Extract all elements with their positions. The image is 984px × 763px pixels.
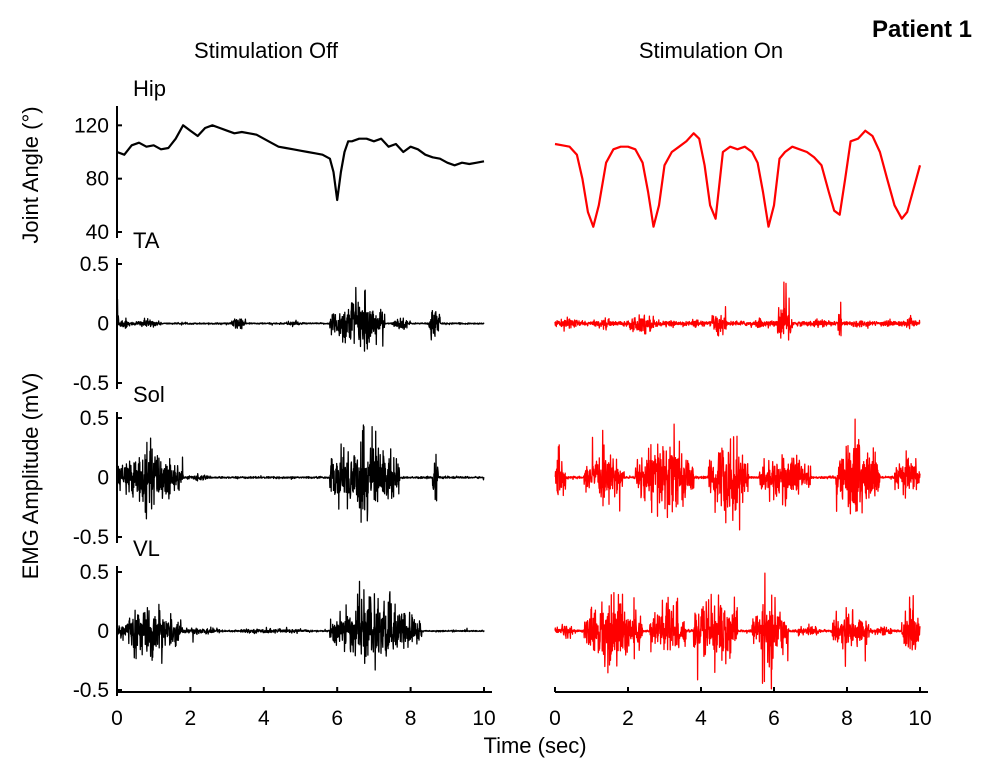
y-tick-label-hip-off: 120 <box>74 114 109 137</box>
trace-ta-on <box>554 281 921 341</box>
x-tick-label-on: 4 <box>695 707 707 730</box>
y-label-joint-angle: Joint Angle (°) <box>18 106 43 243</box>
trace-ta-off <box>116 286 485 352</box>
x-tick-label-on: 2 <box>622 707 634 730</box>
y-tick-label-sol-off: 0 <box>97 467 109 490</box>
row-label-vl: VL <box>133 536 160 561</box>
x-tick-label-on: 0 <box>549 707 561 730</box>
y-tick-label-vl-off: 0.5 <box>80 561 109 584</box>
trace-sol-off <box>116 424 485 523</box>
x-tick-label-on: 10 <box>908 707 931 730</box>
plot-area: 4080120Hip-0.500.5TA-0.500.5Sol-0.500.5V… <box>73 76 932 730</box>
x-tick-label-on: 6 <box>768 707 780 730</box>
y-tick-label-hip-off: 80 <box>86 168 109 191</box>
x-tick-label-on: 8 <box>841 707 853 730</box>
trace-hip-off <box>116 124 485 202</box>
trace-hip-on <box>554 129 922 228</box>
y-tick-label-ta-off: 0 <box>97 313 109 336</box>
row-label-hip: Hip <box>133 76 166 101</box>
x-tick-label-off: 4 <box>258 707 270 730</box>
y-tick-label-vl-off: -0.5 <box>73 679 109 702</box>
y-label-emg-amplitude: EMG Amplitude (mV) <box>18 373 43 580</box>
row-label-ta: TA <box>133 228 160 253</box>
y-tick-label-ta-off: 0.5 <box>80 253 109 276</box>
y-tick-label-sol-off: 0.5 <box>80 407 109 430</box>
x-tick-label-off: 0 <box>111 707 123 730</box>
x-tick-label-off: 8 <box>405 707 417 730</box>
y-tick-label-ta-off: -0.5 <box>73 372 109 395</box>
trace-vl-off <box>116 580 485 671</box>
y-tick-label-sol-off: -0.5 <box>73 526 109 549</box>
x-label-time: Time (sec) <box>483 733 586 758</box>
row-label-sol: Sol <box>133 382 165 407</box>
col-title-on: Stimulation On <box>639 38 783 63</box>
trace-sol-on <box>554 418 921 531</box>
x-tick-label-off: 10 <box>472 707 495 730</box>
patient-label: Patient 1 <box>872 16 972 43</box>
col-title-off: Stimulation Off <box>194 38 339 63</box>
x-tick-label-off: 2 <box>185 707 197 730</box>
x-tick-label-off: 6 <box>331 707 343 730</box>
y-tick-label-hip-off: 40 <box>86 221 109 244</box>
y-tick-label-vl-off: 0 <box>97 620 109 643</box>
trace-vl-on <box>554 572 921 690</box>
